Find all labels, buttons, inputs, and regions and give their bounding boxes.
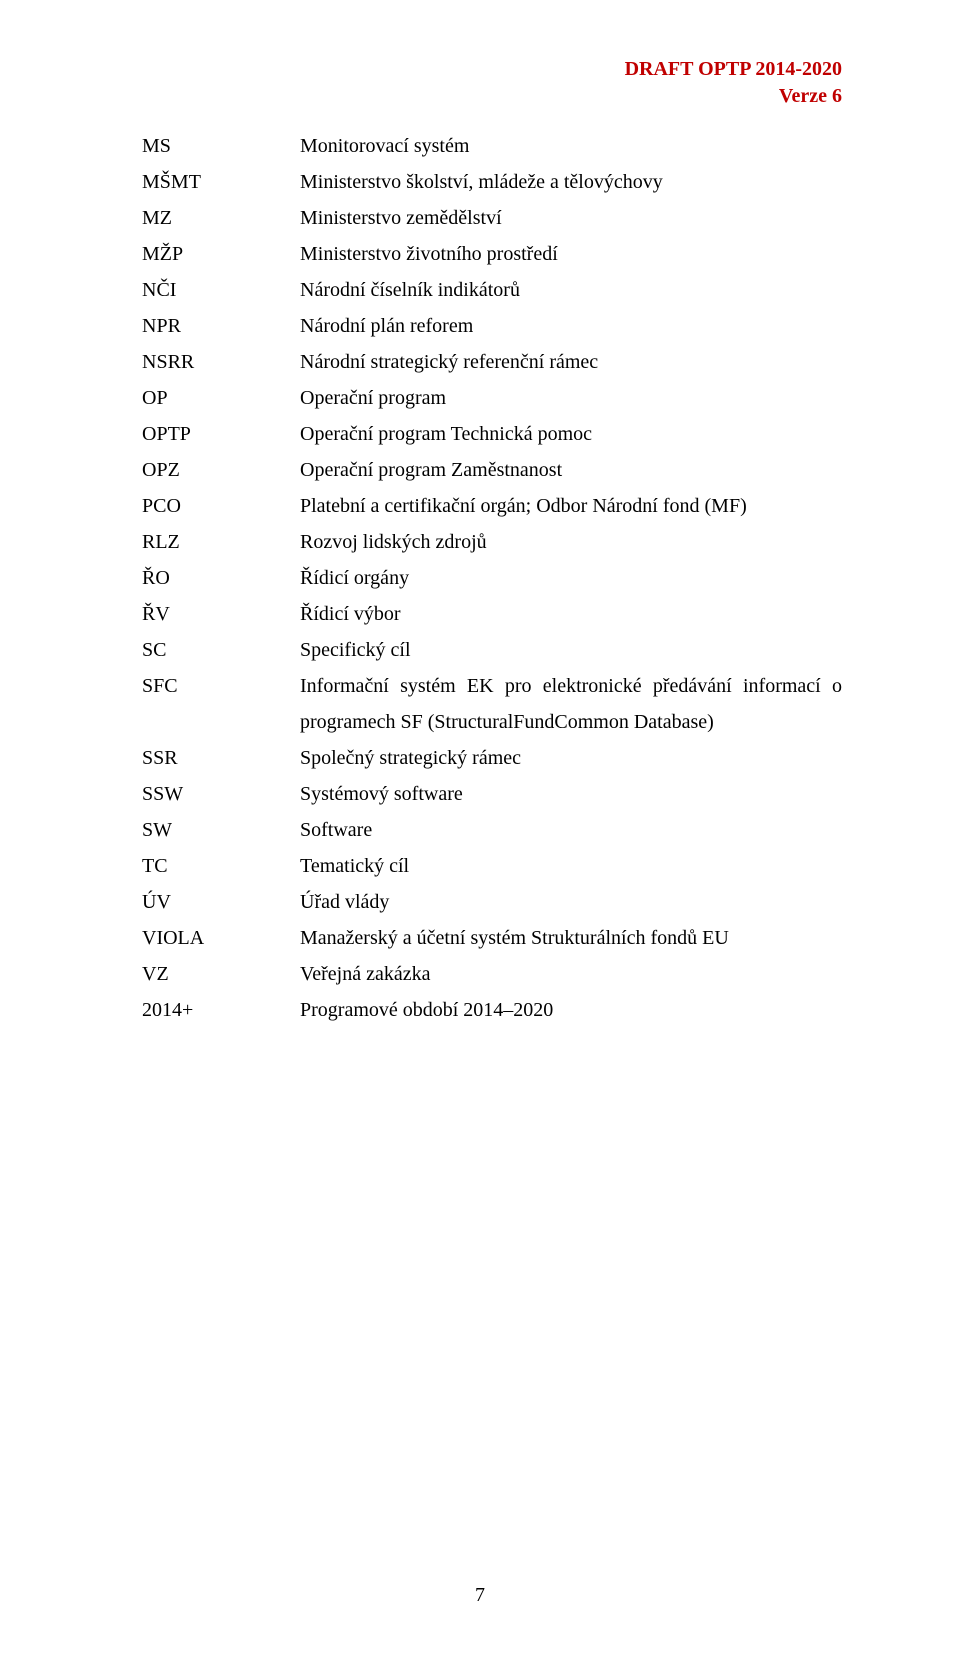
table-row: OPZOperační program Zaměstnanost bbox=[142, 452, 842, 488]
definition: Společný strategický rámec bbox=[300, 740, 842, 776]
definition: Software bbox=[300, 812, 842, 848]
abbreviation: MZ bbox=[142, 200, 300, 236]
abbreviation: SSR bbox=[142, 740, 300, 776]
definition: Ministerstvo školství, mládeže a tělovýc… bbox=[300, 164, 842, 200]
abbreviation: VIOLA bbox=[142, 920, 300, 956]
abbreviation: ÚV bbox=[142, 884, 300, 920]
table-row: PCOPlatební a certifikační orgán; Odbor … bbox=[142, 488, 842, 524]
page-number: 7 bbox=[0, 1584, 960, 1607]
page-header: DRAFT OPTP 2014-2020 Verze 6 bbox=[142, 56, 842, 110]
table-row: VIOLAManažerský a účetní systém Struktur… bbox=[142, 920, 842, 956]
abbreviation: OP bbox=[142, 380, 300, 416]
table-row: MŽPMinisterstvo životního prostředí bbox=[142, 236, 842, 272]
table-row: ŘOŘídicí orgány bbox=[142, 560, 842, 596]
table-row: NČINárodní číselník indikátorů bbox=[142, 272, 842, 308]
abbreviation: SW bbox=[142, 812, 300, 848]
table-row: NPRNárodní plán reforem bbox=[142, 308, 842, 344]
definition: Národní plán reforem bbox=[300, 308, 842, 344]
table-row: TCTematický cíl bbox=[142, 848, 842, 884]
table-row: NSRRNárodní strategický referenční rámec bbox=[142, 344, 842, 380]
definition: Ministerstvo životního prostředí bbox=[300, 236, 842, 272]
abbreviation: ŘV bbox=[142, 596, 300, 632]
abbreviation: ŘO bbox=[142, 560, 300, 596]
header-line-1: DRAFT OPTP 2014-2020 bbox=[625, 58, 842, 80]
definition: Operační program Technická pomoc bbox=[300, 416, 842, 452]
abbreviation: OPZ bbox=[142, 452, 300, 488]
abbreviation: MŠMT bbox=[142, 164, 300, 200]
definition: Monitorovací systém bbox=[300, 128, 842, 164]
definition: Informační systém EK pro elektronické př… bbox=[300, 668, 842, 740]
definition: Řídicí výbor bbox=[300, 596, 842, 632]
definition: Veřejná zakázka bbox=[300, 956, 842, 992]
abbreviation: SC bbox=[142, 632, 300, 668]
definition: Manažerský a účetní systém Strukturálníc… bbox=[300, 920, 842, 956]
table-row: RLZRozvoj lidských zdrojů bbox=[142, 524, 842, 560]
abbreviation: MŽP bbox=[142, 236, 300, 272]
abbreviation: NPR bbox=[142, 308, 300, 344]
definition: Rozvoj lidských zdrojů bbox=[300, 524, 842, 560]
table-row: SSRSpolečný strategický rámec bbox=[142, 740, 842, 776]
abbreviation: PCO bbox=[142, 488, 300, 524]
abbreviation: SSW bbox=[142, 776, 300, 812]
document-page: DRAFT OPTP 2014-2020 Verze 6 MSMonitorov… bbox=[0, 0, 960, 1679]
table-row: SSWSystémový software bbox=[142, 776, 842, 812]
abbreviation: SFC bbox=[142, 668, 300, 740]
abbreviation: NSRR bbox=[142, 344, 300, 380]
abbreviation: VZ bbox=[142, 956, 300, 992]
table-row: MSMonitorovací systém bbox=[142, 128, 842, 164]
definition: Operační program Zaměstnanost bbox=[300, 452, 842, 488]
table-row: SFCInformační systém EK pro elektronické… bbox=[142, 668, 842, 740]
definition: Tematický cíl bbox=[300, 848, 842, 884]
header-line-2: Verze 6 bbox=[142, 83, 842, 110]
abbreviation: TC bbox=[142, 848, 300, 884]
definition: Řídicí orgány bbox=[300, 560, 842, 596]
abbreviation-table: MSMonitorovací systémMŠMTMinisterstvo šk… bbox=[142, 128, 842, 1028]
table-row: SWSoftware bbox=[142, 812, 842, 848]
abbreviation: RLZ bbox=[142, 524, 300, 560]
abbreviation: OPTP bbox=[142, 416, 300, 452]
table-row: MZMinisterstvo zemědělství bbox=[142, 200, 842, 236]
table-row: MŠMTMinisterstvo školství, mládeže a těl… bbox=[142, 164, 842, 200]
definition: Národní strategický referenční rámec bbox=[300, 344, 842, 380]
table-row: SCSpecifický cíl bbox=[142, 632, 842, 668]
definition: Ministerstvo zemědělství bbox=[300, 200, 842, 236]
table-row: OPOperační program bbox=[142, 380, 842, 416]
abbreviation: 2014+ bbox=[142, 992, 300, 1028]
definition: Platební a certifikační orgán; Odbor Nár… bbox=[300, 488, 842, 524]
definition: Operační program bbox=[300, 380, 842, 416]
table-row: VZVeřejná zakázka bbox=[142, 956, 842, 992]
definition: Specifický cíl bbox=[300, 632, 842, 668]
table-row: 2014+Programové období 2014–2020 bbox=[142, 992, 842, 1028]
table-row: ÚVÚřad vlády bbox=[142, 884, 842, 920]
abbreviation: MS bbox=[142, 128, 300, 164]
table-row: ŘVŘídicí výbor bbox=[142, 596, 842, 632]
table-row: OPTPOperační program Technická pomoc bbox=[142, 416, 842, 452]
abbreviation: NČI bbox=[142, 272, 300, 308]
definition: Systémový software bbox=[300, 776, 842, 812]
definition: Národní číselník indikátorů bbox=[300, 272, 842, 308]
definition: Úřad vlády bbox=[300, 884, 842, 920]
definition: Programové období 2014–2020 bbox=[300, 992, 842, 1028]
